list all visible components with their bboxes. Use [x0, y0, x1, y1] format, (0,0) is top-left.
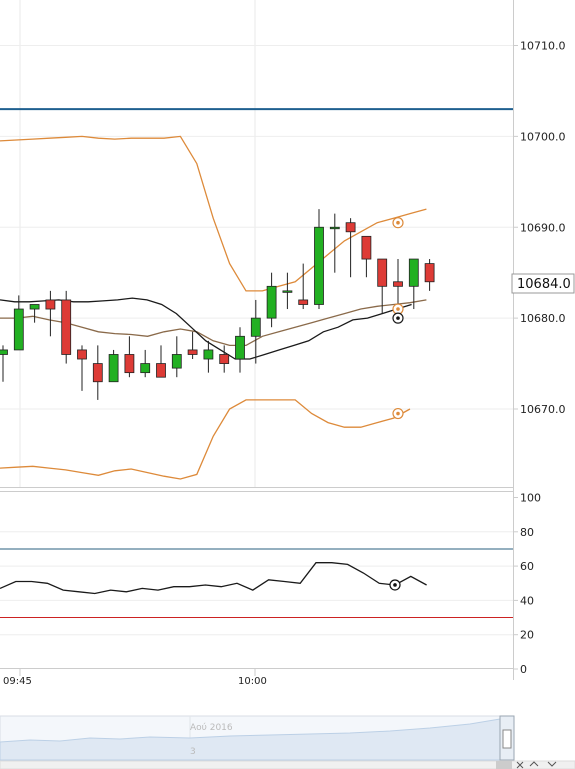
- candle-body: [266, 285, 277, 319]
- candle: [171, 336, 182, 378]
- candle-body: [393, 281, 403, 287]
- candle-body: [408, 258, 419, 287]
- price-tick-label: 10710.0: [520, 40, 566, 53]
- rsi-marker-dot: [393, 583, 397, 587]
- candle-body: [361, 235, 372, 260]
- marker-dot: [396, 220, 400, 225]
- candle: [329, 213, 340, 273]
- candle-body: [124, 354, 135, 374]
- candle-body: [77, 349, 87, 360]
- candle-body: [424, 263, 435, 283]
- candle: [124, 336, 135, 378]
- bollinger-lower-line: [0, 399, 411, 480]
- rsi-tick-label: 60: [520, 560, 534, 573]
- candle-body: [250, 317, 261, 337]
- candle-body: [13, 308, 24, 351]
- candle-body: [235, 335, 245, 360]
- marker-dot: [396, 307, 400, 311]
- price-tick-label: 10680.0: [520, 312, 566, 325]
- price-tick-label: 10690.0: [520, 221, 566, 234]
- candle-body: [282, 290, 293, 293]
- marker-dot: [396, 316, 400, 320]
- candle-body: [0, 349, 8, 355]
- navigator-tick-label: 3: [190, 747, 196, 757]
- candle-body: [45, 299, 56, 310]
- candle: [92, 345, 103, 400]
- candle-body: [187, 349, 198, 355]
- navigator-handle-grip[interactable]: [502, 729, 512, 749]
- candle: [393, 259, 403, 305]
- rsi-tick-label: 20: [520, 629, 534, 642]
- candle: [424, 259, 435, 291]
- candle: [203, 340, 214, 373]
- scrollbar-track[interactable]: [0, 760, 575, 769]
- candle: [156, 345, 166, 378]
- rsi-gridlines: [0, 531, 513, 636]
- candle-body: [298, 299, 309, 305]
- candle-body: [171, 354, 182, 369]
- candle-body: [156, 363, 166, 378]
- rsi-series-line: [0, 562, 427, 595]
- rsi-tick-label: 0: [520, 663, 527, 676]
- candle: [266, 272, 277, 328]
- x-tick-label-0945: 09:45: [3, 676, 32, 687]
- candle: [108, 349, 119, 383]
- scroll-collapse-icon[interactable]: [516, 761, 524, 769]
- candle-body: [314, 226, 324, 305]
- candle: [250, 299, 261, 364]
- candle-body: [29, 304, 40, 310]
- candle: [408, 258, 419, 310]
- candle: [0, 345, 8, 382]
- rsi-axis: 100 80 60 40 20 0: [513, 492, 541, 676]
- candle: [13, 295, 24, 351]
- candle-body: [203, 349, 214, 360]
- candle-body: [329, 226, 340, 230]
- candle: [219, 345, 230, 373]
- marker-dot: [396, 411, 400, 416]
- price-axis: 10710.0 10700.0 10690.0 10680.0 10670.0: [513, 40, 566, 416]
- rsi-marker: [389, 579, 401, 591]
- navigator-date-label: Αού 2016: [190, 722, 233, 733]
- candle-body: [219, 354, 230, 364]
- current-price-label: 10684.0: [517, 277, 571, 292]
- candlesticks: [0, 209, 435, 400]
- candle-body: [108, 354, 119, 383]
- candle: [314, 209, 324, 310]
- candle: [140, 349, 151, 378]
- bollinger-bands: [0, 135, 427, 480]
- price-tick-label: 10700.0: [520, 130, 566, 143]
- x-tick-label-1000: 10:00: [238, 676, 267, 687]
- candle-body: [377, 258, 388, 287]
- price-panel: [0, 0, 513, 487]
- candle: [345, 218, 356, 278]
- candle: [235, 327, 245, 373]
- candle: [377, 258, 388, 314]
- candle-body: [61, 299, 72, 355]
- navigator[interactable]: Αού 2016 3: [0, 715, 515, 761]
- candle: [187, 331, 198, 360]
- candle: [361, 235, 372, 278]
- candle: [61, 290, 72, 364]
- indicator-markers: [392, 217, 404, 420]
- scrollbar[interactable]: [0, 760, 575, 769]
- rsi-tick-label: 80: [520, 526, 534, 539]
- bollinger-upper-line: [0, 135, 427, 292]
- candle: [77, 345, 87, 391]
- price-tick-label: 10670.0: [520, 403, 566, 416]
- chevron-up-icon[interactable]: [529, 761, 539, 767]
- candle-body: [345, 222, 356, 233]
- candle: [282, 272, 293, 310]
- candle: [29, 304, 40, 323]
- candle-body: [140, 363, 151, 374]
- scrollbar-thumb[interactable]: [496, 761, 512, 769]
- rsi-tick-label: 40: [520, 594, 534, 607]
- candle: [45, 290, 56, 337]
- rsi-tick-label: 100: [520, 492, 541, 505]
- chevron-down-icon[interactable]: [547, 761, 557, 767]
- current-price-box: 10684.0: [511, 273, 575, 294]
- candle: [298, 263, 309, 310]
- candle-body: [92, 363, 103, 383]
- current-price-box-frame: [511, 273, 575, 294]
